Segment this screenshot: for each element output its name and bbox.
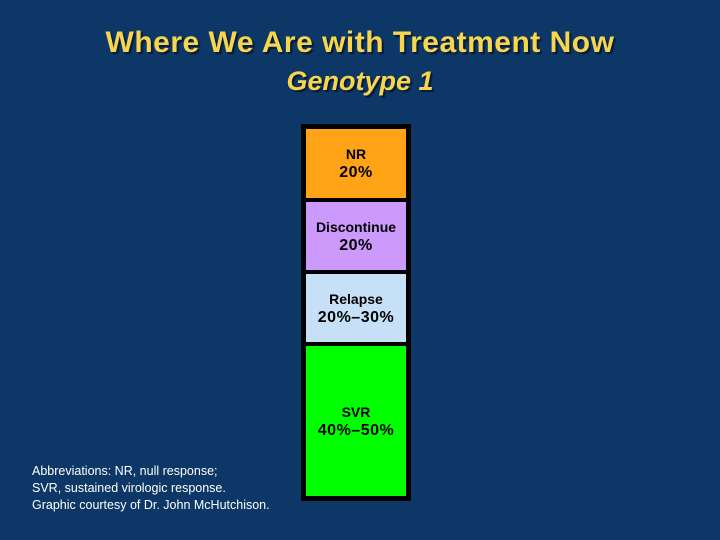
segment-nr-label: NR: [345, 146, 367, 162]
segment-relapse-value: 20%–30%: [317, 308, 395, 326]
segment-discontinue-value: 20%: [339, 236, 373, 254]
segment-nr-value: 20%: [339, 164, 373, 181]
bar-segment-discontinue: Discontinue 20%: [306, 202, 406, 270]
segment-svr-label: SVR: [341, 403, 371, 420]
footnote-line-2: SVR, sustained virologic response.: [32, 481, 226, 495]
segment-discontinue-label: Discontinue: [315, 218, 397, 235]
slide-title: Where We Are with Treatment Now: [105, 26, 615, 59]
slide-subtitle: Genotype 1: [286, 66, 434, 96]
segment-relapse-label: Relapse: [329, 290, 383, 307]
footnote-line-1: Abbreviations: NR, null response;: [32, 464, 218, 478]
footnote: Abbreviations: NR, null response; SVR, s…: [32, 463, 270, 514]
stacked-bar-chart: NR 20% Discontinue 20% Relapse 20%–30% S…: [301, 124, 411, 501]
segment-svr-value: 40%–50%: [317, 421, 395, 439]
bar-segment-relapse: Relapse 20%–30%: [306, 274, 406, 342]
footnote-line-3: Graphic courtesy of Dr. John McHutchison…: [32, 498, 270, 512]
bar-segment-nr: NR 20%: [306, 129, 406, 198]
title-block: Where We Are with Treatment Now Genotype…: [0, 26, 720, 97]
bar-segment-svr: SVR 40%–50%: [306, 346, 406, 496]
